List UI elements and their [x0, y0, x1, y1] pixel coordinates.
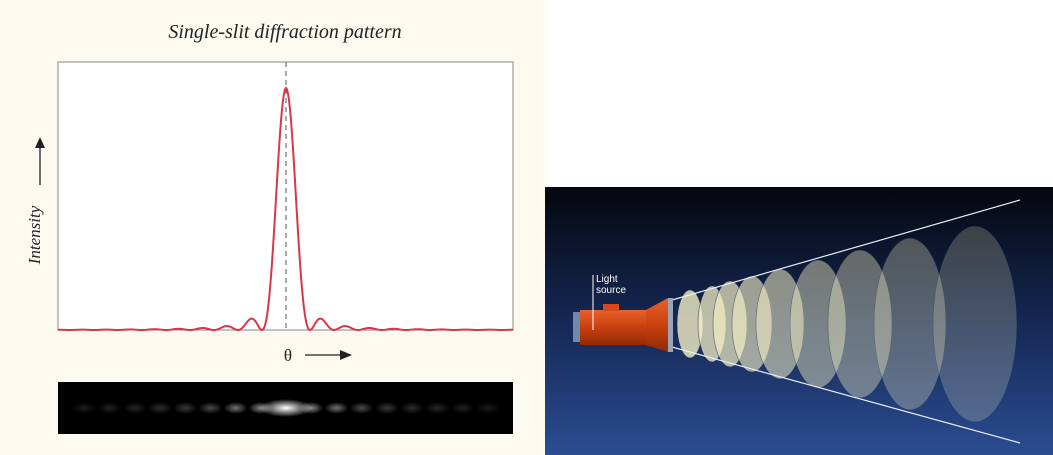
light-source-label: Light: [596, 274, 618, 285]
fringe: [324, 402, 348, 414]
fringe: [123, 402, 147, 414]
x-label: θ: [284, 346, 292, 365]
fringe: [425, 402, 449, 414]
fringe: [375, 402, 399, 414]
title: Single-slit diffraction pattern: [168, 21, 401, 43]
flashlight-body: [580, 310, 648, 345]
fringe: [173, 402, 197, 414]
fringe: [350, 402, 374, 414]
fringe: [198, 402, 222, 414]
fringe: [224, 402, 248, 414]
fringe: [299, 402, 323, 414]
scene: Single-slit diffraction pattern Intensit…: [0, 0, 1053, 455]
flashlight-lens: [668, 298, 673, 352]
fringe: [148, 402, 172, 414]
light-source-label: source: [596, 285, 626, 296]
beam-disc: [933, 226, 1017, 422]
y-label: Intensity: [25, 205, 44, 265]
fringe: [450, 402, 474, 414]
fringe: [476, 402, 500, 414]
flashlight-switch: [603, 304, 619, 311]
fringe: [98, 402, 122, 414]
fringe: [72, 402, 96, 414]
flashlight-cap: [573, 312, 581, 342]
fringe: [400, 402, 424, 414]
